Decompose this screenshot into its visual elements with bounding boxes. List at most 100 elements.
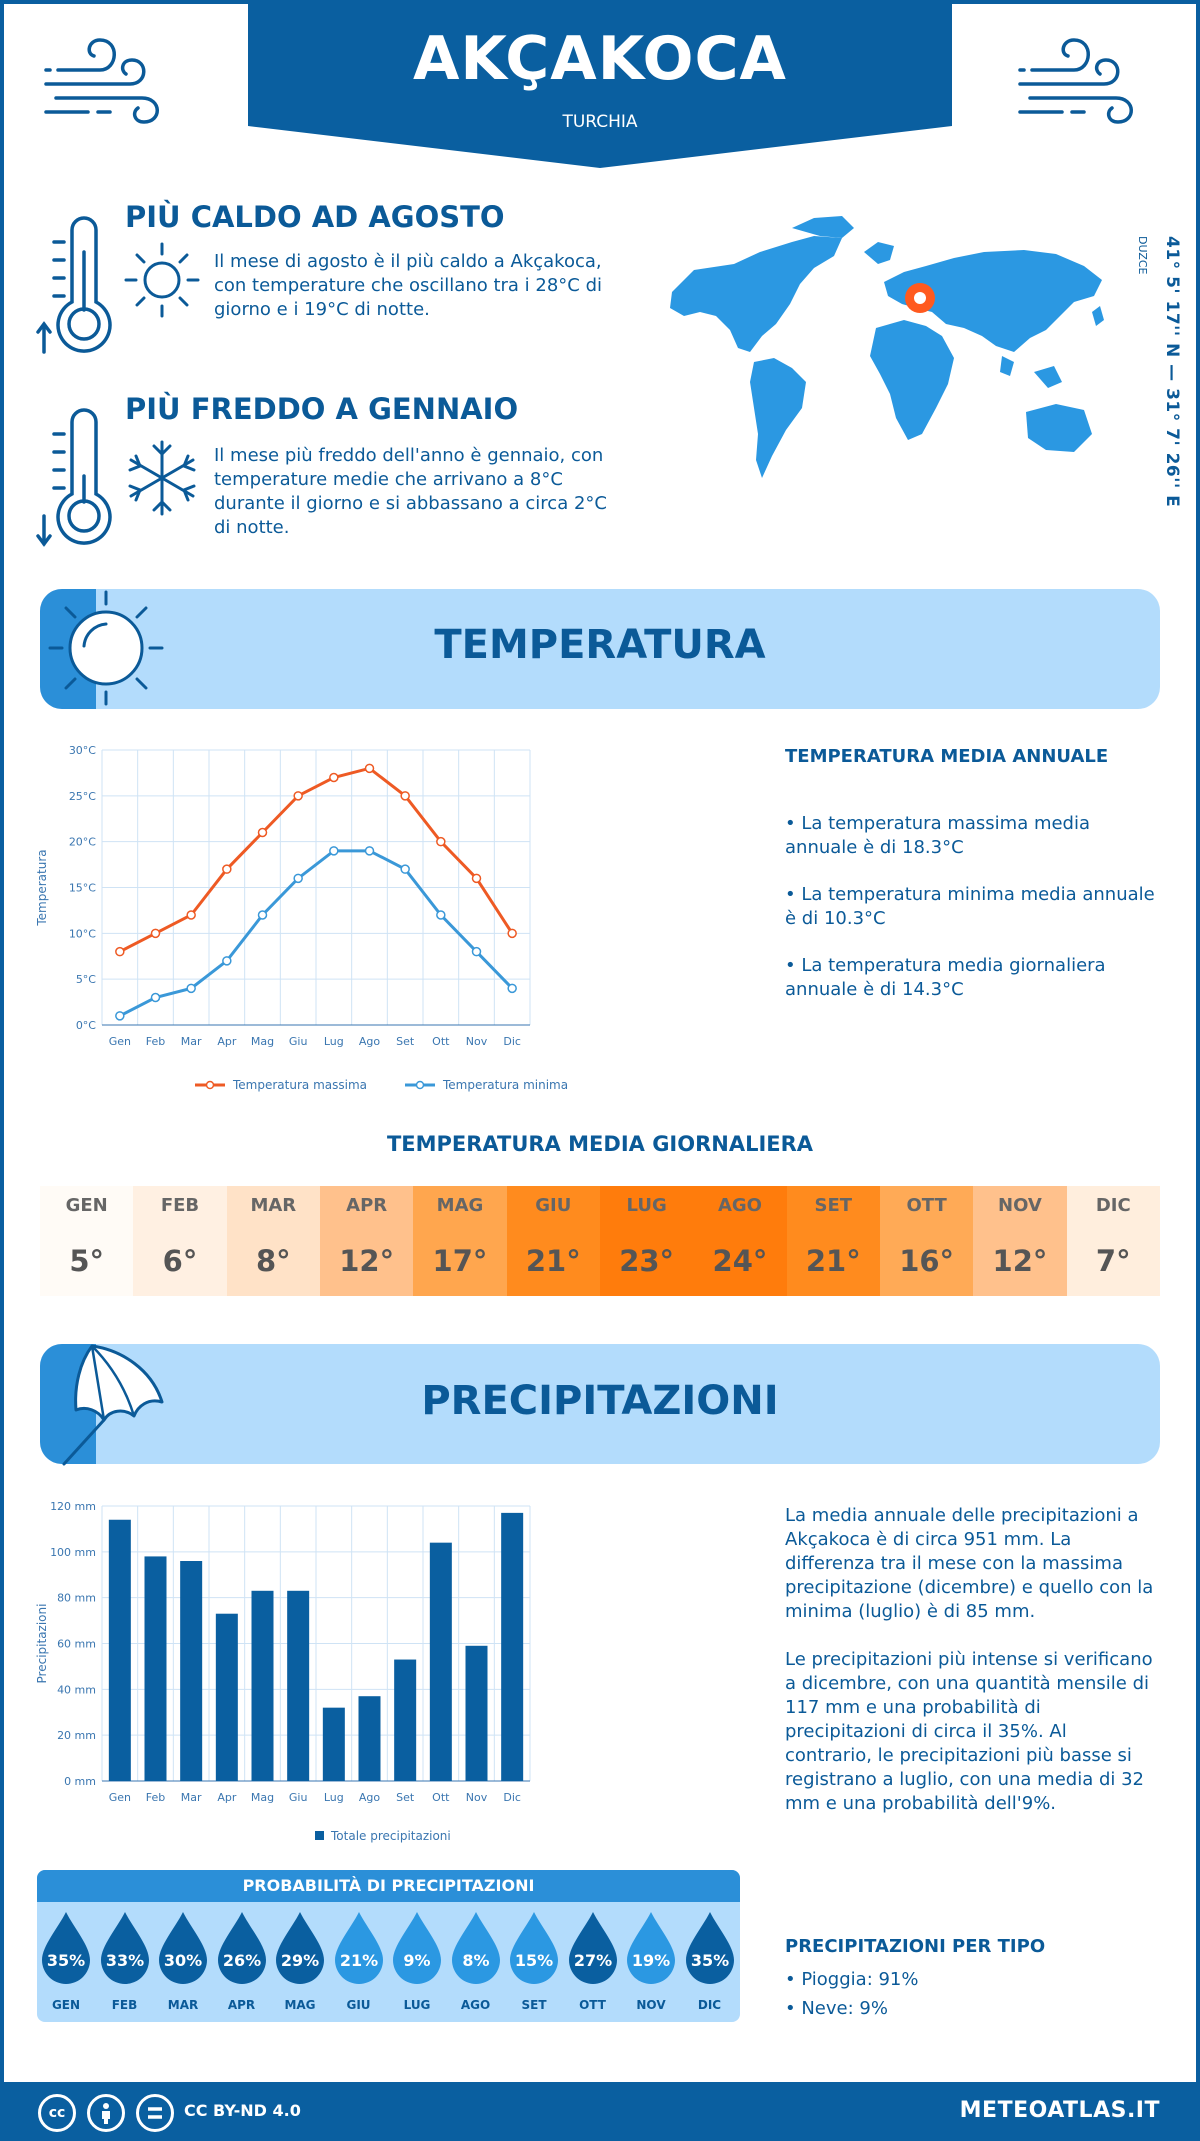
data-point <box>293 873 303 884</box>
raindrop-icon: 29% <box>276 1912 324 1984</box>
x-tick-label: Apr <box>217 1791 237 1804</box>
drop-shape <box>159 1912 207 1984</box>
probability-value: 8% <box>462 1951 489 1970</box>
x-tick-label: Ott <box>432 1791 450 1804</box>
precip-summary-text: La media annuale delle precipitazioni a … <box>785 1505 1154 1622</box>
bar <box>215 1613 238 1781</box>
thermometer-up-icon <box>36 216 112 354</box>
bar <box>287 1590 310 1781</box>
daily-temp-cell: NOV 12° <box>973 1186 1067 1296</box>
coldest-text: Il mese più freddo dell'anno è gennaio, … <box>214 445 607 538</box>
temp-value: 21° <box>805 1244 861 1278</box>
data-point <box>364 763 375 774</box>
y-tick-label: 80 mm <box>57 1592 96 1605</box>
x-tick-label: Set <box>396 1791 415 1804</box>
cc-icon: cc <box>38 2094 76 2132</box>
x-tick-label: Set <box>396 1035 415 1048</box>
annual-temp-title: TEMPERATURA MEDIA ANNUALE <box>785 746 1109 767</box>
license-text: CC BY-ND 4.0 <box>184 2101 301 2120</box>
month-label: MAG <box>436 1195 484 1216</box>
data-point <box>507 983 517 994</box>
y-tick-label: 20 mm <box>57 1729 96 1742</box>
probability-month-label: MAR <box>167 1998 199 2012</box>
y-tick-label: 30°C <box>69 744 96 757</box>
bar <box>358 1696 381 1781</box>
y-tick-label: 25°C <box>69 790 96 803</box>
daily-temp-cell: FEB 6° <box>133 1186 227 1296</box>
sun-icon <box>48 590 164 706</box>
probability-value: 35% <box>690 1951 728 1970</box>
daily-temp-cell: GEN 5° <box>40 1186 134 1296</box>
x-tick-label: Dic <box>503 1035 521 1048</box>
bar <box>108 1519 131 1781</box>
x-tick-label: Ago <box>359 1791 381 1804</box>
data-point <box>293 791 303 801</box>
raindrop-icon: 9% <box>393 1912 441 1984</box>
probability-value: 26% <box>222 1951 260 1970</box>
data-point <box>436 836 446 847</box>
probability-month-label: SET <box>521 1998 547 2012</box>
bar <box>501 1512 524 1781</box>
data-point <box>471 946 482 957</box>
series-line <box>119 766 514 954</box>
drop-shape <box>510 1912 558 1984</box>
annual-mean-text: • La temperatura media giornaliera annua… <box>785 955 1106 1000</box>
temp-value: 21° <box>525 1244 581 1278</box>
raindrop-icon: 30% <box>159 1912 207 1984</box>
data-point <box>222 956 232 966</box>
probability-value: 19% <box>632 1951 670 1970</box>
y-tick-label: 15°C <box>69 882 96 895</box>
x-tick-label: Mag <box>251 1791 274 1804</box>
world-map <box>670 216 1104 478</box>
month-label: DIC <box>1095 1195 1131 1216</box>
data-point <box>436 910 446 920</box>
drop-shape <box>276 1912 324 1984</box>
data-point <box>186 910 196 920</box>
drop-shape <box>568 1912 617 1984</box>
data-point <box>329 846 339 856</box>
temp-value: 16° <box>899 1244 955 1278</box>
month-label: APR <box>346 1195 388 1216</box>
daily-temp-cell: MAR 8° <box>226 1186 320 1296</box>
data-point <box>186 983 196 994</box>
temperature-chart: 0°C 5°C 10°C 15°C 20°C 25°C 30°C Gen Feb Mar Apr Ma… <box>35 744 568 1092</box>
drop-shape <box>334 1912 383 1984</box>
y-tick-label: 0°C <box>76 1019 96 1032</box>
bar <box>251 1590 274 1781</box>
data-point <box>222 864 232 874</box>
header-banner <box>248 0 952 168</box>
drop-shape <box>627 1912 675 1984</box>
x-tick-label: Gen <box>109 1791 131 1804</box>
daily-temp-cell: APR 12° <box>319 1186 414 1296</box>
data-point <box>400 791 410 801</box>
y-axis-label: Precipitazioni <box>35 1604 49 1684</box>
x-tick-label: Mar <box>181 1035 202 1048</box>
drop-shape <box>100 1912 149 1984</box>
x-tick-label: Feb <box>146 1035 165 1048</box>
month-label: MAR <box>250 1195 297 1216</box>
precip-detail-text: Le precipitazioni più intense si verific… <box>785 1649 1153 1814</box>
brand-link[interactable]: METEOATLAS.IT <box>959 2098 1160 2123</box>
legend-label: Temperatura minima <box>442 1078 568 1092</box>
bar <box>144 1556 167 1781</box>
snow-share: • Neve: 9% <box>785 1998 888 2019</box>
temp-value: 6° <box>162 1244 198 1278</box>
drop-shape <box>217 1912 266 1984</box>
data-point <box>257 910 268 920</box>
data-point <box>257 827 268 838</box>
x-tick-label: Feb <box>146 1791 165 1804</box>
x-tick-label: Nov <box>466 1791 488 1804</box>
temp-value: 23° <box>619 1244 675 1278</box>
probability-month-label: AGO <box>460 1998 491 2012</box>
probability-month-label: FEB <box>111 1998 138 2012</box>
y-axis-label: Temperatura <box>35 849 49 926</box>
daily-temp-cell: MAG 17° <box>413 1186 507 1296</box>
probability-value: 9% <box>403 1951 430 1970</box>
bar <box>429 1542 452 1781</box>
precip-probability-box: PROBABILITÀ DI PRECIPITAZIONI <box>37 1870 740 2022</box>
raindrop-icon: 26% <box>217 1912 266 1984</box>
probability-value: 15% <box>515 1951 553 1970</box>
data-point <box>150 928 161 939</box>
drop-shape <box>685 1912 734 1984</box>
